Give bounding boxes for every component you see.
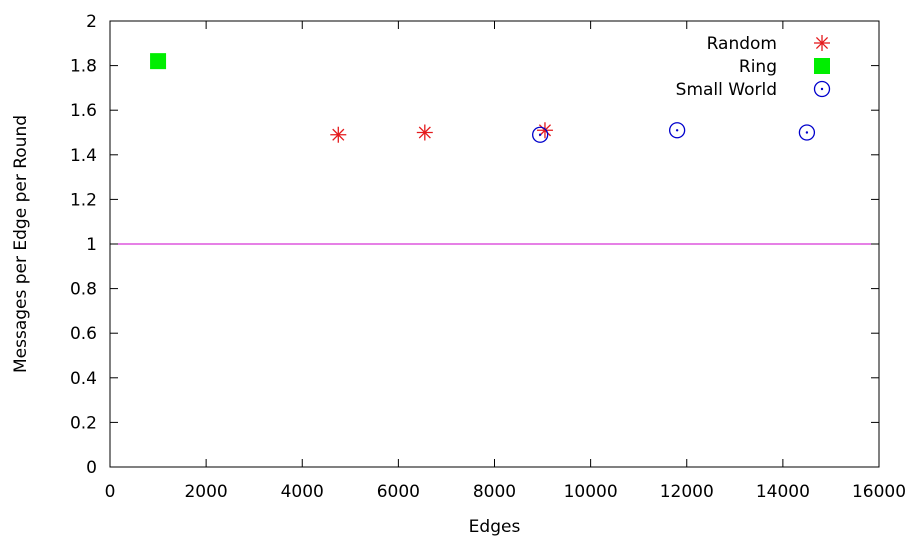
legend-marker-small-world [813, 80, 831, 98]
y-axis-label: Messages per Edge per Round [11, 115, 31, 373]
y-tick-label: 1.6 [70, 101, 97, 121]
y-tick-label: 0.8 [70, 280, 97, 300]
random-point [536, 122, 553, 139]
y-tick-label: 0.6 [70, 324, 97, 344]
legend-marker-random [814, 35, 830, 51]
small-world-point [532, 126, 549, 143]
y-tick-label: 1.2 [70, 190, 97, 210]
legend-label-random: Random [707, 34, 777, 54]
y-tick-label: 1.4 [70, 146, 97, 166]
small-world-point [798, 124, 816, 141]
y-tick-label: 0.2 [70, 413, 97, 433]
random-point [330, 126, 347, 143]
legend-label-small-world: Small World [676, 80, 777, 100]
y-tick-label: 0 [86, 458, 97, 478]
y-tick-label: 0.4 [70, 369, 97, 389]
x-tick-label: 6000 [377, 482, 420, 502]
data-points [150, 53, 816, 143]
x-axis-label: Edges [469, 517, 521, 537]
x-tick-label: 16000 [852, 482, 906, 502]
y-tick-label: 1.8 [70, 57, 97, 77]
x-tick-label: 14000 [756, 482, 810, 502]
legend-marker-ring [814, 58, 830, 74]
small-world-point [668, 122, 686, 139]
x-tick-label: 8000 [473, 482, 516, 502]
x-axis-ticks: 0 2000 4000 6000 8000 10000 12000 14000 16000 [105, 21, 906, 502]
ring-point [150, 53, 167, 70]
legend: Random Ring Small World [676, 34, 831, 100]
legend-label-ring: Ring [739, 57, 777, 77]
random-point [416, 124, 433, 141]
x-tick-label: 0 [105, 482, 116, 502]
y-tick-label: 1 [86, 235, 97, 255]
y-axis-ticks: 0 0.2 0.4 0.6 0.8 1 1.2 1.4 1.6 1.8 2 [70, 12, 879, 478]
x-tick-label: 12000 [660, 482, 714, 502]
x-tick-label: 4000 [281, 482, 324, 502]
y-tick-label: 2 [86, 12, 97, 32]
x-tick-label: 2000 [184, 482, 227, 502]
x-tick-label: 10000 [564, 482, 618, 502]
